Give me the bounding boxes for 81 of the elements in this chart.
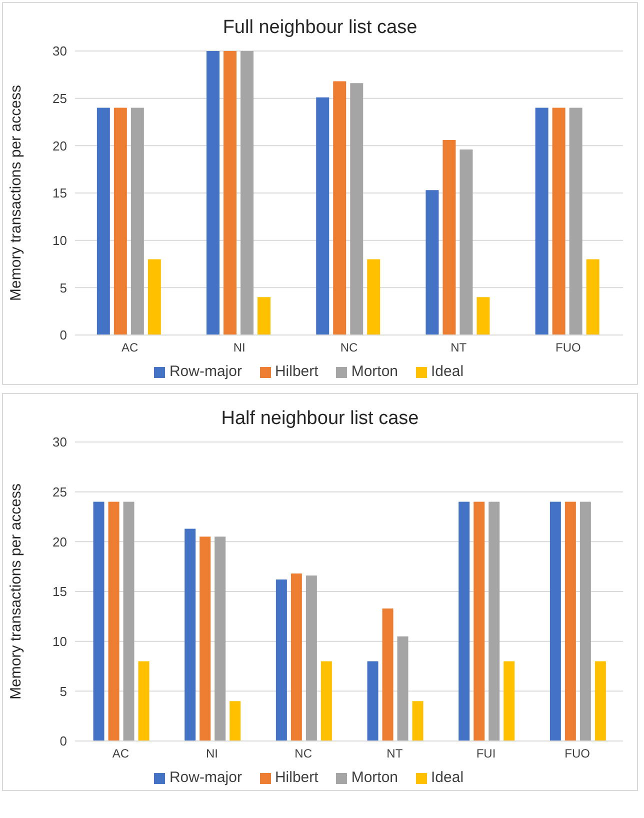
y-tick-label: 25 bbox=[52, 484, 67, 500]
y-tick-label: 10 bbox=[52, 232, 67, 248]
bar bbox=[333, 81, 346, 335]
x-tick-label: NC bbox=[340, 340, 358, 355]
bar bbox=[224, 51, 237, 335]
bar bbox=[258, 297, 271, 335]
bar bbox=[569, 108, 582, 335]
bar bbox=[442, 140, 456, 335]
bar bbox=[316, 97, 330, 335]
bar bbox=[397, 636, 408, 741]
y-tick-label: 25 bbox=[52, 90, 67, 106]
bar bbox=[586, 259, 600, 335]
x-tick-label: AC bbox=[121, 340, 138, 355]
y-tick-label: 20 bbox=[52, 534, 67, 550]
bar bbox=[123, 502, 134, 741]
bar bbox=[550, 502, 561, 741]
y-tick-label: 15 bbox=[52, 186, 67, 201]
bar bbox=[114, 108, 127, 335]
bar bbox=[200, 536, 211, 741]
legend-label: Morton bbox=[351, 363, 398, 380]
bar bbox=[350, 83, 364, 335]
y-tick-label: 0 bbox=[60, 734, 67, 749]
bar bbox=[580, 502, 591, 741]
x-tick-label: NT bbox=[450, 340, 468, 355]
bar bbox=[290, 574, 302, 741]
bar bbox=[458, 502, 470, 741]
chart-title: Half neighbour list case bbox=[220, 407, 420, 430]
x-tick-label: AC bbox=[112, 746, 130, 761]
bar bbox=[96, 108, 110, 335]
legend-label: Row-major bbox=[169, 769, 242, 786]
bar bbox=[130, 108, 144, 335]
bar bbox=[206, 51, 220, 335]
x-tick-label: FUI bbox=[476, 746, 496, 761]
x-tick-label: FUO bbox=[556, 340, 581, 355]
x-tick-label: NC bbox=[294, 746, 312, 761]
y-tick-label: 5 bbox=[60, 280, 67, 296]
bar bbox=[426, 190, 439, 335]
y-tick-label: 5 bbox=[60, 684, 67, 699]
chart-title: Full neighbour list case bbox=[222, 16, 418, 39]
y-axis-title: Memory transactions per access bbox=[7, 484, 24, 700]
bar bbox=[382, 608, 394, 741]
legend-label: Ideal bbox=[431, 769, 464, 786]
bar bbox=[240, 51, 254, 335]
y-tick-label: 10 bbox=[52, 634, 67, 649]
y-tick-label: 0 bbox=[60, 328, 67, 343]
bar bbox=[474, 502, 485, 741]
bar bbox=[148, 259, 161, 335]
legend-label: Morton bbox=[351, 769, 398, 786]
bar bbox=[412, 701, 424, 741]
bar bbox=[476, 297, 490, 335]
bar bbox=[367, 661, 378, 741]
bar bbox=[93, 502, 104, 741]
bar bbox=[214, 536, 226, 741]
x-tick-label: NI bbox=[206, 746, 218, 761]
bar bbox=[504, 661, 515, 741]
bar bbox=[320, 661, 332, 741]
y-tick-label: 20 bbox=[52, 138, 67, 154]
bar bbox=[460, 149, 473, 335]
bar bbox=[367, 259, 380, 335]
x-tick-label: FUO bbox=[564, 746, 590, 761]
bar bbox=[488, 502, 500, 741]
bar bbox=[594, 661, 606, 741]
bar bbox=[184, 528, 196, 741]
y-tick-label: 30 bbox=[52, 434, 67, 450]
y-tick-label: 15 bbox=[52, 584, 67, 600]
bar bbox=[535, 108, 548, 335]
bar bbox=[552, 108, 566, 335]
y-axis-title: Memory transactions per access bbox=[7, 85, 24, 301]
legend-label: Hilbert bbox=[274, 363, 318, 380]
bar bbox=[564, 502, 576, 741]
y-tick-label: 30 bbox=[52, 44, 67, 59]
bar bbox=[138, 661, 150, 741]
bar bbox=[230, 701, 241, 741]
x-tick-label: NI bbox=[233, 340, 246, 355]
bar bbox=[306, 576, 317, 741]
legend-label: Row-major bbox=[169, 363, 242, 380]
legend-label: Ideal bbox=[431, 363, 464, 380]
x-tick-label: NT bbox=[386, 746, 404, 761]
bar bbox=[108, 502, 120, 741]
bar bbox=[276, 580, 287, 741]
legend-label: Hilbert bbox=[274, 769, 318, 786]
